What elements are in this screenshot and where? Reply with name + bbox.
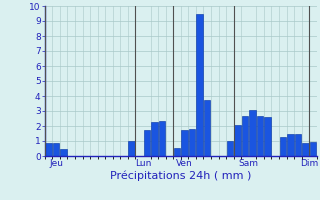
X-axis label: Précipitations 24h ( mm ): Précipitations 24h ( mm ) <box>110 171 252 181</box>
Bar <box>159 121 165 156</box>
Bar <box>45 143 52 156</box>
Bar <box>249 110 256 156</box>
Bar <box>144 130 150 156</box>
Bar <box>196 14 203 156</box>
Bar <box>287 134 293 156</box>
Bar <box>234 125 241 156</box>
Bar <box>189 129 195 156</box>
Bar <box>227 141 233 156</box>
Bar <box>60 149 67 156</box>
Bar <box>242 116 248 156</box>
Bar <box>302 142 309 156</box>
Bar <box>128 141 135 156</box>
Bar <box>204 100 211 156</box>
Bar <box>264 117 271 156</box>
Bar <box>174 148 180 156</box>
Bar <box>310 142 316 156</box>
Bar <box>280 137 286 156</box>
Bar <box>295 134 301 156</box>
Bar <box>53 143 59 156</box>
Bar <box>181 130 188 156</box>
Bar <box>151 122 157 156</box>
Bar <box>257 116 263 156</box>
